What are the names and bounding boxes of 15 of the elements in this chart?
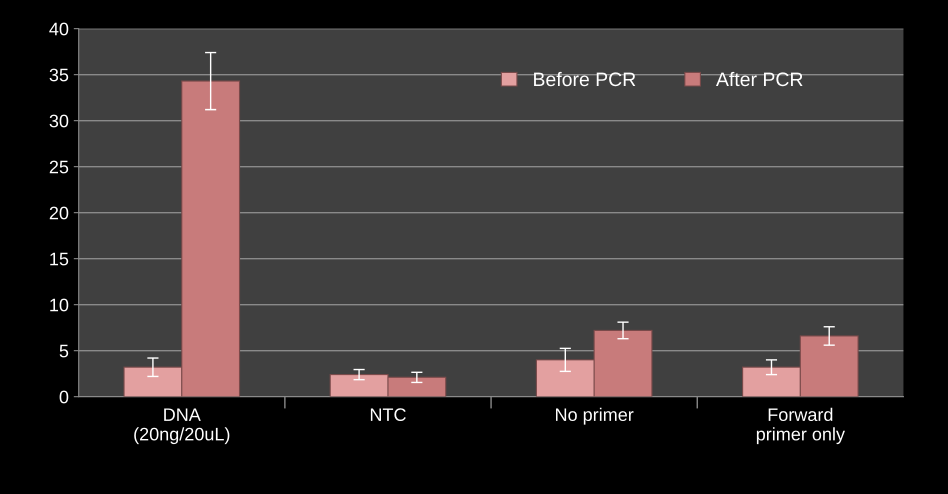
y-tick-label: 15 [50, 252, 68, 266]
y-tick-label: 0 [60, 390, 68, 404]
y-tick-label: 20 [50, 206, 68, 220]
y-tick-label: 25 [50, 160, 68, 174]
x-tick-label: Forward primer only [756, 408, 845, 444]
legend-label: After PCR [716, 72, 803, 86]
y-tick-label: 40 [49, 22, 68, 36]
legend-label: Before PCR [534, 72, 636, 86]
x-tick-label: NTC [370, 408, 406, 422]
y-tick-label: 5 [60, 344, 68, 358]
y-tick-label: 30 [50, 114, 68, 128]
y-tick-label: 10 [50, 298, 68, 312]
y-tick-label: 35 [50, 68, 68, 82]
x-tick-label: DNA (20ng/20uL) [134, 408, 230, 444]
x-tick-label: No primer [556, 408, 634, 425]
